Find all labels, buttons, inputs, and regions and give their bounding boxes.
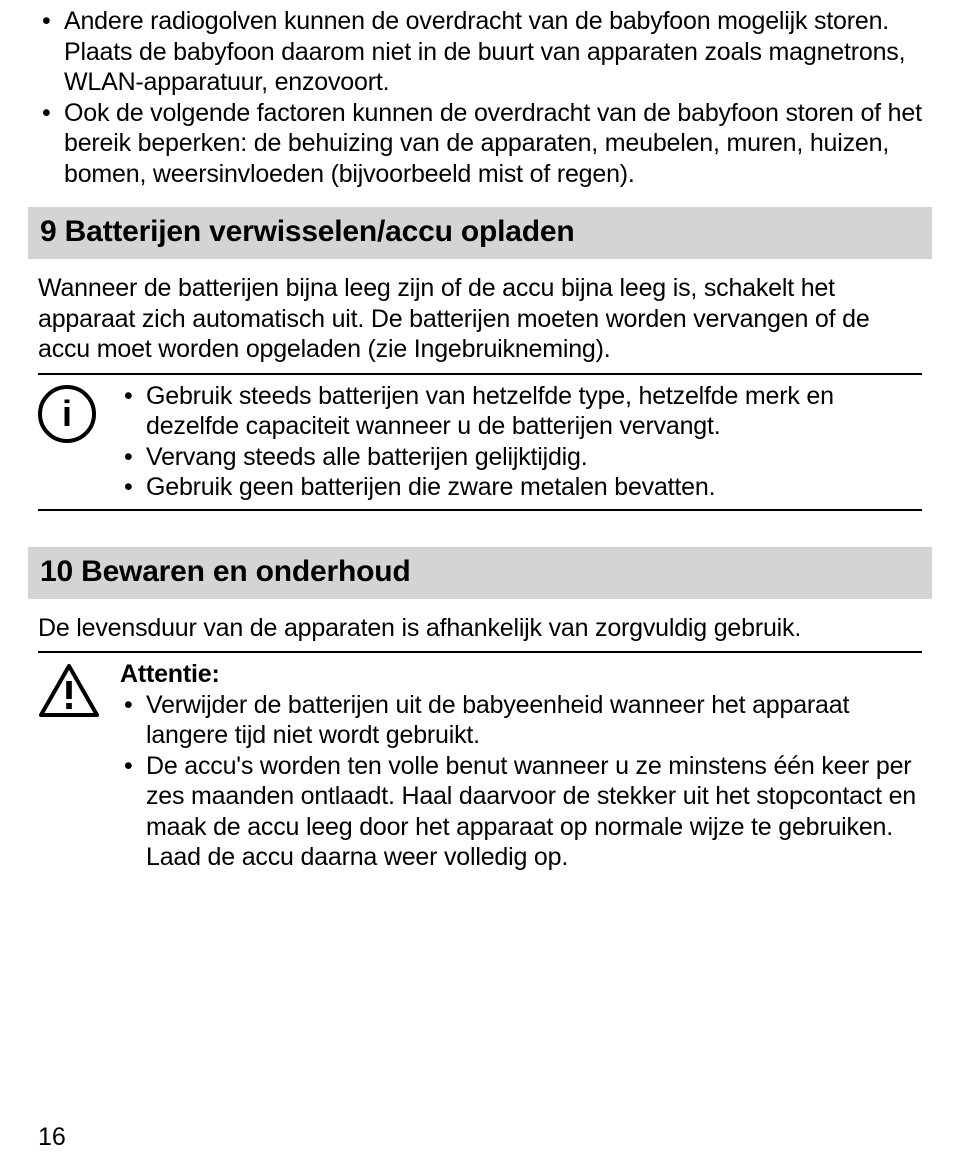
warning-icon-cell [38,659,120,719]
list-item: De accu's worden ten volle benut wanneer… [120,751,922,873]
list-item: Gebruik geen batterijen die zware metale… [120,472,922,503]
warning-content: Attentie: Verwijder de batterijen uit de… [120,659,922,873]
list-item: Andere radiogolven kunnen de overdracht … [38,6,922,98]
list-item: Gebruik steeds batterijen van hetzelfde … [120,381,922,442]
list-item: Verwijder de batterijen uit de babyeenhe… [120,690,922,751]
list-item: Ook de volgende factoren kunnen de overd… [38,98,922,190]
warning-title: Attentie: [120,659,922,690]
info-icon-glyph: i [62,396,72,432]
section-9-heading: 9 Batterijen verwisselen/accu opladen [28,207,932,259]
list-item: Vervang steeds alle batterijen gelijktij… [120,442,922,473]
info-icon-cell: i [38,381,120,443]
warning-bullet-list: Verwijder de batterijen uit de babyeenhe… [120,690,922,873]
page-number: 16 [38,1123,66,1152]
info-icon: i [38,385,96,443]
top-bullet-list: Andere radiogolven kunnen de overdracht … [38,6,922,189]
info-content: Gebruik steeds batterijen van hetzelfde … [120,381,922,503]
warning-icon [38,663,100,719]
section-9-intro: Wanneer de batterijen bijna leeg zijn of… [38,273,922,365]
section-10-heading: 10 Bewaren en onderhoud [28,547,932,599]
warning-callout: Attentie: Verwijder de batterijen uit de… [38,651,922,879]
info-bullet-list: Gebruik steeds batterijen van hetzelfde … [120,381,922,503]
section-10-intro: De levensduur van de apparaten is afhank… [38,613,922,644]
info-callout: i Gebruik steeds batterijen van hetzelfd… [38,373,922,511]
